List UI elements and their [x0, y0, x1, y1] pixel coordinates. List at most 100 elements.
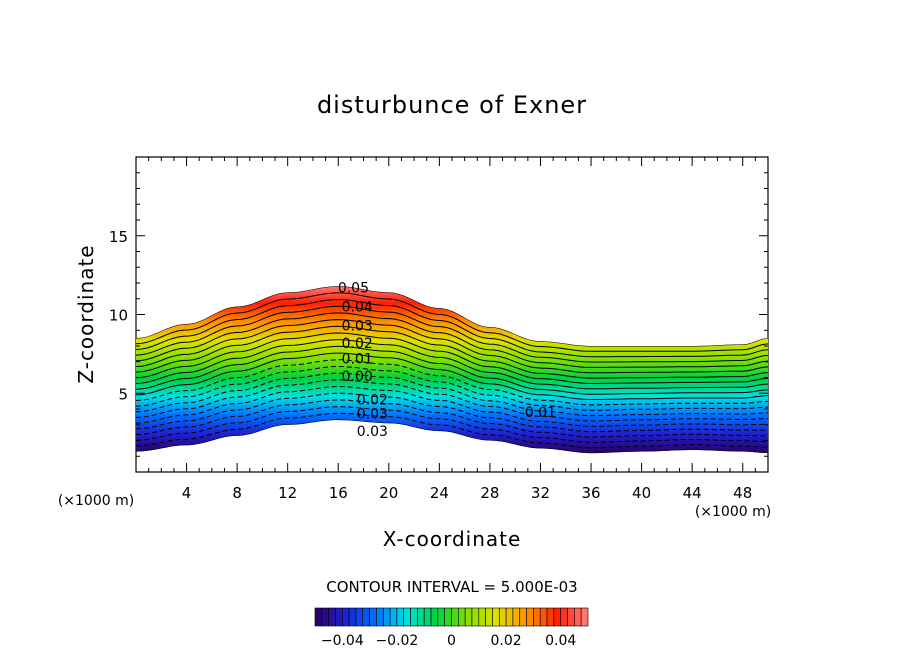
x-tick-label: 24 [430, 484, 449, 502]
contour-line [136, 379, 768, 422]
contour-label: 0.03 [342, 319, 373, 335]
x-tick-label: 48 [733, 484, 752, 502]
colorbar-cell [341, 607, 350, 627]
contour-label: 0.03 [357, 424, 388, 440]
colorbar-cell [355, 607, 364, 627]
colorbar-cell [526, 607, 534, 627]
contour-line [136, 352, 768, 400]
contour-lines [136, 286, 768, 454]
field-edge-top [136, 286, 768, 347]
colorbar-tick-label: 0.02 [491, 633, 522, 649]
colorbar-cell [444, 607, 452, 627]
contour-field [136, 286, 768, 454]
x-tick-label: 16 [329, 484, 348, 502]
field-edge-bottom [136, 419, 768, 454]
contour-interval-label: CONTOUR INTERVAL = 5.000E-03 [326, 578, 577, 596]
contour-line [136, 292, 768, 352]
contour-label: 0.04 [342, 300, 373, 316]
contour-line [136, 399, 768, 438]
colorbar-cell [533, 607, 541, 627]
x-tick-label: 28 [480, 484, 499, 502]
colorbar-cell [382, 607, 391, 627]
contour-label: 0.00 [342, 369, 373, 385]
x-tick-label: 4 [182, 484, 192, 502]
colorbar-cell [417, 607, 425, 627]
colorbar-cell [389, 607, 398, 627]
contour-line [136, 339, 768, 390]
colorbar-cell [546, 607, 555, 627]
colorbar-cell [369, 607, 377, 627]
contour-line [136, 305, 768, 363]
contour-label: 0.01 [525, 405, 556, 421]
colorbar-cell [328, 607, 336, 627]
contour-labels: 0.050.040.030.020.010.000.020.030.030.01 [338, 281, 556, 440]
colorbar-cell [519, 607, 527, 627]
colorbar-cell [567, 607, 575, 627]
contour-line [136, 312, 768, 368]
colorbar-cell [430, 607, 439, 627]
contour-line [136, 345, 768, 395]
colorbar-tick-label: −0.04 [321, 633, 364, 649]
contour-label: 0.02 [357, 393, 388, 409]
colorbar-cell [437, 607, 445, 627]
x-tick-label: 40 [632, 484, 651, 502]
colorbar-cell [423, 607, 432, 627]
chart-title: disturbunce of Exner [317, 91, 587, 119]
y-tick-label: 15 [109, 228, 128, 246]
contour-label: 0.05 [338, 281, 369, 297]
colorbar-cell [553, 607, 561, 627]
contour-line [136, 299, 768, 358]
contour-line [136, 406, 768, 443]
contour-line [136, 366, 768, 411]
contour-label: 0.02 [342, 336, 373, 352]
colorbar-tick-labels: −0.04 −0.02 0 0.02 0.04 [321, 633, 577, 649]
colorbar-cell [410, 607, 418, 627]
x-tick-label: 8 [232, 484, 242, 502]
contour-line [136, 412, 768, 449]
x-tick-label: 36 [581, 484, 600, 502]
contour-line [136, 319, 768, 374]
y-axis-ticks: 5 10 15 [109, 172, 768, 457]
colorbar-tick-label: 0.04 [545, 633, 576, 649]
x-unit-right: (×1000 m) [695, 504, 771, 520]
colorbar-cell [451, 607, 459, 627]
colorbar-cell [376, 607, 384, 627]
y-tick-label: 5 [118, 385, 128, 403]
colorbar-cell [580, 607, 589, 627]
contour-line [136, 372, 768, 417]
colorbar-cell [348, 607, 357, 627]
colorbar-cell [560, 607, 568, 627]
colorbar-cell [396, 607, 405, 627]
x-unit-left: (×1000 m) [58, 493, 134, 509]
colorbar-cell [362, 607, 370, 627]
x-axis-ticks: 4 8 12 16 20 24 28 32 36 40 44 48 [148, 157, 756, 502]
colorbar-cell [539, 607, 548, 627]
x-tick-label: 20 [379, 484, 398, 502]
colorbar-cell [335, 607, 343, 627]
x-axis-label: X-coordinate [383, 527, 522, 551]
colorbar-cell [492, 607, 500, 627]
colorbar-cell [574, 607, 582, 627]
colorbar-tick-label: −0.02 [375, 633, 418, 649]
y-axis-label: Z-coordinate [74, 244, 98, 383]
colorbar-tick-label: 0 [447, 633, 456, 649]
x-tick-label: 44 [683, 484, 702, 502]
colorbar-cell [471, 607, 480, 627]
colorbar-cell [314, 607, 323, 627]
contour-line [136, 386, 768, 427]
colorbar-cell [458, 607, 466, 627]
colorbar-cell [478, 607, 486, 627]
colorbar-cell [512, 607, 521, 627]
y-tick-label: 10 [109, 307, 128, 325]
x-tick-label: 32 [531, 484, 550, 502]
contour-label: 0.03 [357, 407, 388, 423]
colorbar-cell [498, 607, 507, 627]
colorbar-cell [485, 607, 493, 627]
contour-label: 0.01 [342, 352, 373, 368]
x-tick-label: 12 [278, 484, 297, 502]
contour-line [136, 332, 768, 384]
colorbar-cell [403, 607, 411, 627]
contour-line [136, 392, 768, 433]
colorbar [314, 607, 589, 627]
